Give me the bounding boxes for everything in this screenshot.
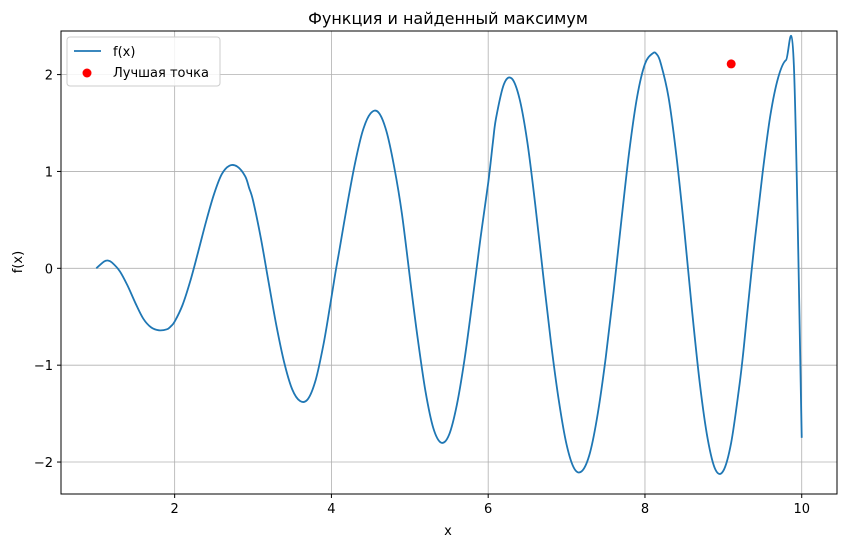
- legend: f(x) Лучшая точка: [66, 36, 221, 87]
- x-axis-label: x: [444, 524, 452, 539]
- x-tick-label: 10: [793, 502, 810, 517]
- chart-title: Функция и найденный максимум: [308, 9, 588, 28]
- best-point-marker: [726, 59, 736, 69]
- y-axis-label: f(x): [11, 251, 26, 273]
- grid: [61, 31, 837, 494]
- y-tick-label: 1: [45, 165, 53, 180]
- legend-label-point: Лучшая точка: [113, 66, 209, 81]
- ticks: 2 4 6 8 10 −2 −1 0 1 2: [34, 69, 810, 517]
- legend-point-marker: [82, 68, 92, 78]
- x-tick-label: 8: [641, 502, 649, 517]
- x-tick-label: 6: [484, 502, 492, 517]
- y-tick-label: 2: [45, 69, 53, 84]
- y-tick-label: −2: [34, 456, 53, 471]
- y-tick-label: −1: [34, 359, 53, 374]
- series-line-fx: [95, 35, 803, 475]
- y-tick-label: 0: [45, 262, 53, 277]
- plot-area: [95, 35, 803, 475]
- legend-label-series: f(x): [113, 45, 135, 60]
- plot-frame: [60, 30, 838, 495]
- x-tick-label: 4: [327, 502, 335, 517]
- x-tick-label: 2: [171, 502, 179, 517]
- legend-box: [66, 36, 221, 87]
